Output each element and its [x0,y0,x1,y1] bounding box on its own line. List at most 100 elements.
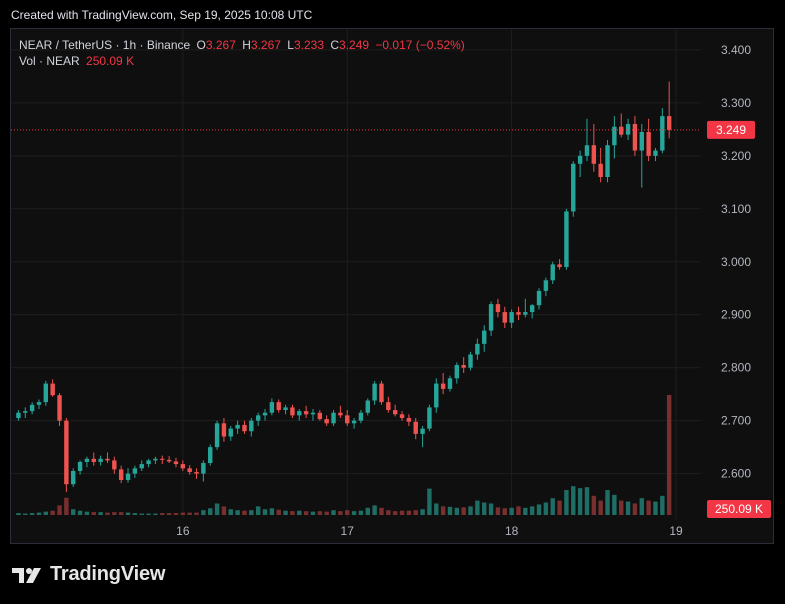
volume-bar [187,512,192,515]
candle-body [523,312,528,315]
volume-bar [447,506,453,515]
volume-bar [290,511,295,515]
volume-bar [399,510,405,515]
volume-bar [173,513,179,515]
chart-pane[interactable]: 3.400 3.300 3.200 3.100 3.000 2.900 2.800 2.700… [10,28,774,544]
candle-body [571,163,576,212]
y-tick-label: 3.300 [721,96,751,110]
candle-body [187,468,192,473]
candle-body [468,354,473,368]
volume-bar [475,500,480,515]
volume-bar [29,513,35,515]
candle-body [125,473,131,480]
volume-bar [98,512,103,515]
volume-bar [160,513,165,515]
volume-bar [84,511,90,515]
candle-body [297,411,302,416]
volume-bar [180,512,186,515]
volume-bar [632,503,638,515]
candle-body [482,330,487,344]
volume-bar [536,504,542,515]
volume-bar [440,506,446,515]
candle-body [550,264,555,281]
candle-body [406,418,412,422]
volume-bar [557,500,562,515]
legend-symbol[interactable]: NEAR / TetherUS · 1h · Binance [19,38,191,52]
volume-bar [139,513,144,515]
candle-body [577,155,583,164]
volume-bar [77,510,83,515]
candle-body [91,458,96,462]
candle-body [153,458,158,461]
volume-bar [23,513,28,515]
candle-body [324,419,329,424]
candle-body [639,131,644,151]
last-price-label: 3.249 [716,123,746,137]
candle-body [619,126,624,135]
volume-bar [406,510,412,515]
volume-bar [516,506,521,515]
volume-bar [495,507,501,515]
volume-bar [502,508,507,515]
candle-body [646,131,651,156]
volume-bar [132,513,138,515]
volume-bar [283,510,288,515]
volume-bar [16,513,21,515]
candle-body [516,312,521,315]
volume-bar [64,497,69,515]
tradingview-wordmark: TradingView [50,563,166,585]
volume-bar [269,508,275,515]
candle-body [338,412,343,416]
legend-price-row: NEAR / TetherUS · 1h · Binance O3.267 H3… [19,37,468,53]
volume-bar [57,505,62,515]
candle-body [475,343,480,355]
candle-body [564,211,569,268]
volume-bar [482,502,487,515]
volume-bar [468,506,473,515]
volume-bar [351,511,357,515]
volume-bar [36,512,42,515]
candle-body [399,414,405,419]
y-tick-label: 3.100 [721,202,751,216]
candle-body [64,420,69,485]
volume-bar [50,510,55,515]
candle-body [249,420,254,432]
volume-bar [653,501,658,515]
volume-bar [564,490,569,515]
legend-volume-value: 250.09 K [86,54,135,68]
candle-body [440,383,446,389]
chart-legend: NEAR / TetherUS · 1h · Binance O3.267 H3… [19,37,468,69]
candle-body [365,400,370,413]
candle-body [461,365,466,368]
volume-bar [427,488,432,515]
volume-bar [194,512,199,515]
volume-bar [591,495,597,515]
volume-bar [303,511,309,515]
candle-body [57,395,62,421]
candle-body [50,383,55,396]
candle-body [653,150,658,156]
x-tick-label: 16 [176,524,190,538]
candle-body [118,469,124,480]
volume-bar [105,512,110,515]
candle-body [36,402,42,405]
y-tick-label: 2.600 [721,467,751,481]
y-tick-label: 3.200 [721,149,751,163]
candle-body [303,411,309,415]
candle-body [454,365,460,379]
candle-body [235,424,240,429]
candle-body [502,312,507,323]
volume-bar [488,503,494,515]
legend-open-value: 3.267 [205,38,236,52]
candle-body [98,458,103,462]
volume-bar [262,509,268,515]
candle-body [105,458,110,461]
candle-body [317,412,323,420]
volume-bar [379,507,384,515]
volume-bar [221,506,227,515]
candle-body [201,463,206,474]
candlestick-chart[interactable]: 3.400 3.300 3.200 3.100 3.000 2.900 2.800 2.700… [11,29,773,543]
volume-bar [372,505,377,515]
candle-body [146,460,151,465]
legend-open-label: O [196,38,206,52]
